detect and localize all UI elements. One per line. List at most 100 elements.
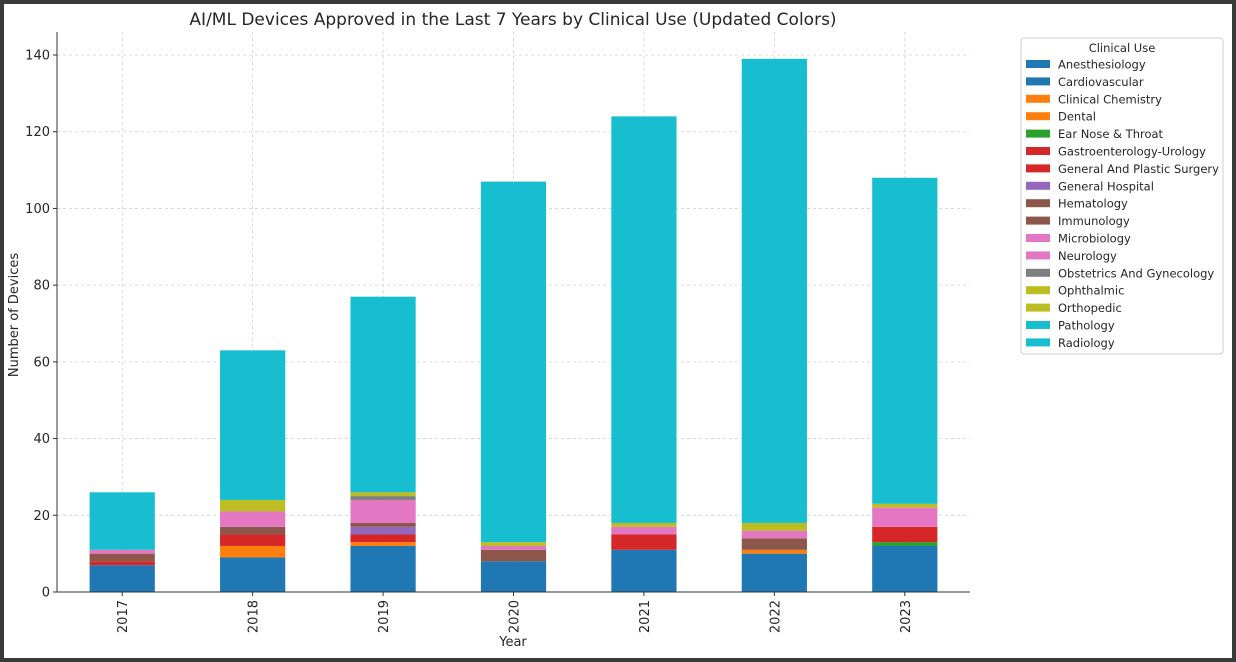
x-tick-label: 2023 xyxy=(899,600,914,633)
bar-segment xyxy=(350,522,416,527)
bar-segment xyxy=(872,526,938,543)
bar-segment xyxy=(220,534,286,546)
bar-segment xyxy=(872,545,938,592)
legend-label: Hematology xyxy=(1058,197,1128,211)
legend-label: Clinical Chemistry xyxy=(1058,92,1162,106)
axes: 0 20 40 60 80 100 120 140 2017 2018 2019 2020 2021 20… xyxy=(25,32,970,633)
legend-swatch xyxy=(1026,338,1050,347)
bar-segment xyxy=(350,499,416,523)
x-axis-label: Year xyxy=(498,635,527,650)
legend-label: Cardiovascular xyxy=(1058,75,1144,89)
bar-segment xyxy=(872,503,938,508)
bar-segment xyxy=(220,557,286,592)
x-tick-label: 2021 xyxy=(638,600,653,633)
stacked-bar-chart: AI/ML Devices Approved in the Last 7 Yea… xyxy=(7,10,1224,650)
bar-segment xyxy=(741,553,807,592)
bar-segment xyxy=(89,561,155,566)
legend-label: Anesthesiology xyxy=(1058,58,1146,72)
legend-label: Obstetrics And Gynecology xyxy=(1058,266,1214,280)
legend-label: Immunology xyxy=(1058,214,1130,228)
bar-segment xyxy=(872,507,938,527)
bar-segment xyxy=(611,526,677,535)
legend: Clinical Use Anesthesiology Cardiovascula… xyxy=(1020,37,1224,355)
y-tick-label: 0 xyxy=(42,586,50,601)
legend-label: Dental xyxy=(1058,110,1096,124)
legend-swatch xyxy=(1026,303,1050,312)
y-axis-label: Number of Devices xyxy=(7,253,22,377)
bar-segment xyxy=(741,538,807,546)
bar-segment xyxy=(872,542,938,546)
legend-label: Orthopedic xyxy=(1058,301,1122,315)
bar-segment xyxy=(220,511,286,527)
legend-label: Neurology xyxy=(1058,249,1117,263)
legend-box xyxy=(1020,37,1224,355)
legend-label: Pathology xyxy=(1058,319,1115,333)
y-tick-label: 40 xyxy=(33,432,50,447)
bar-segment xyxy=(480,561,547,592)
bar-segment xyxy=(480,549,547,562)
legend-swatch xyxy=(1026,321,1050,329)
bar-segment xyxy=(350,534,416,543)
x-tick-label: 2019 xyxy=(377,600,392,633)
legend-swatch xyxy=(1026,234,1050,242)
bar-segment xyxy=(741,530,807,539)
legend-swatch xyxy=(1026,181,1050,190)
y-tick-label: 80 xyxy=(33,279,50,294)
y-tick-label: 20 xyxy=(33,509,50,524)
legend-swatch xyxy=(1026,112,1050,121)
y-tick-label: 140 xyxy=(25,49,50,64)
legend-label: General And Plastic Surgery xyxy=(1058,162,1219,176)
y-tick-label: 60 xyxy=(33,355,50,370)
bar-segment xyxy=(741,549,807,554)
bar-segment xyxy=(480,545,547,550)
chart-title: AI/ML Devices Approved in the Last 7 Yea… xyxy=(189,10,836,30)
legend-label: Microbiology xyxy=(1058,232,1131,246)
bar-segment xyxy=(611,534,677,550)
bar-segment xyxy=(611,549,677,592)
bar-segment xyxy=(220,526,286,535)
x-tick-label: 2022 xyxy=(768,600,783,633)
bar-segment xyxy=(89,553,155,562)
y-tick-label: 100 xyxy=(25,202,50,217)
legend-swatch xyxy=(1026,164,1050,173)
bar-segment xyxy=(350,492,416,497)
bar-segment xyxy=(350,545,416,592)
legend-swatch xyxy=(1026,199,1050,208)
bar-segment xyxy=(350,542,416,546)
bar-segment xyxy=(480,181,547,543)
legend-swatch xyxy=(1026,216,1050,225)
legend-label: General Hospital xyxy=(1058,179,1154,193)
bar-segment xyxy=(89,549,155,554)
legend-label: Ophthalmic xyxy=(1058,284,1124,298)
legend-title: Clinical Use xyxy=(1089,41,1156,55)
bar-segment xyxy=(220,350,286,500)
legend-swatch xyxy=(1026,286,1050,295)
legend-swatch xyxy=(1026,147,1050,155)
legend-swatch xyxy=(1026,94,1050,103)
bar-segment xyxy=(89,565,155,592)
x-tick-label: 2017 xyxy=(116,600,131,633)
bar-segment xyxy=(872,177,938,504)
bar-segment xyxy=(220,545,286,558)
legend-swatch xyxy=(1026,60,1050,68)
y-tick-label: 120 xyxy=(25,125,50,140)
chart-frame: AI/ML Devices Approved in the Last 7 Yea… xyxy=(4,4,1232,658)
legend-label: Ear Nose & Throat xyxy=(1058,127,1164,141)
x-tick-label: 2020 xyxy=(508,600,523,633)
bar-segment xyxy=(741,522,807,531)
bar-segment xyxy=(89,492,155,550)
x-tick-label: 2018 xyxy=(247,600,262,633)
bar-segment xyxy=(480,542,547,546)
legend-label: Gastroenterology-Urology xyxy=(1058,145,1206,159)
legend-swatch xyxy=(1026,251,1050,260)
bar-segment xyxy=(220,499,286,512)
bar-segment xyxy=(350,496,416,500)
bar-segment xyxy=(611,116,677,523)
bar-segment xyxy=(350,296,416,493)
legend-swatch xyxy=(1026,268,1050,277)
bar-segment xyxy=(741,58,807,523)
bars xyxy=(89,58,938,592)
bar-segment xyxy=(741,545,807,550)
legend-label: Radiology xyxy=(1058,336,1115,350)
bar-segment xyxy=(611,522,677,527)
